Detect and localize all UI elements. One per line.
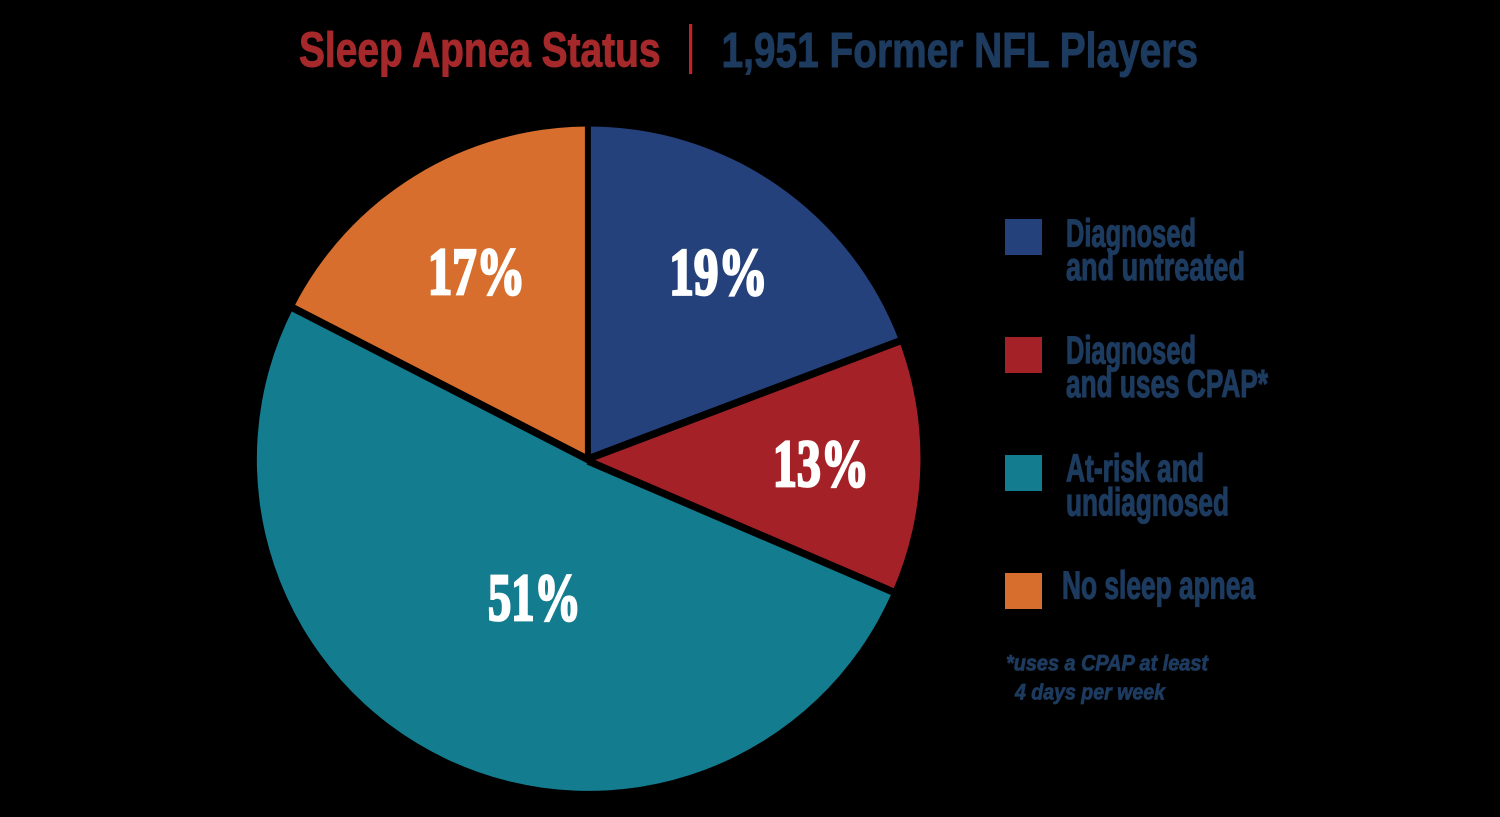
svg-text:1,951 Former NFL Players: 1,951 Former NFL Players: [722, 24, 1199, 78]
svg-text:17%: 17%: [428, 235, 525, 309]
svg-text:No sleep apnea: No sleep apnea: [1062, 564, 1255, 607]
svg-text:undiagnosed: undiagnosed: [1066, 482, 1229, 525]
svg-text:19%: 19%: [669, 235, 767, 309]
svg-text:At-risk and: At-risk and: [1066, 447, 1204, 490]
svg-text:Diagnosed: Diagnosed: [1066, 213, 1196, 256]
svg-text:4 days per week: 4 days per week: [1014, 679, 1166, 704]
svg-text:Sleep Apnea Status: Sleep Apnea Status: [299, 24, 661, 78]
svg-text:and uses CPAP*: and uses CPAP*: [1066, 363, 1269, 406]
svg-text:*uses a CPAP at least: *uses a CPAP at least: [1006, 651, 1209, 676]
svg-text:51%: 51%: [488, 561, 581, 635]
svg-text:Diagnosed: Diagnosed: [1066, 329, 1196, 372]
svg-text:13%: 13%: [773, 427, 869, 501]
svg-text:and untreated: and untreated: [1066, 246, 1245, 289]
